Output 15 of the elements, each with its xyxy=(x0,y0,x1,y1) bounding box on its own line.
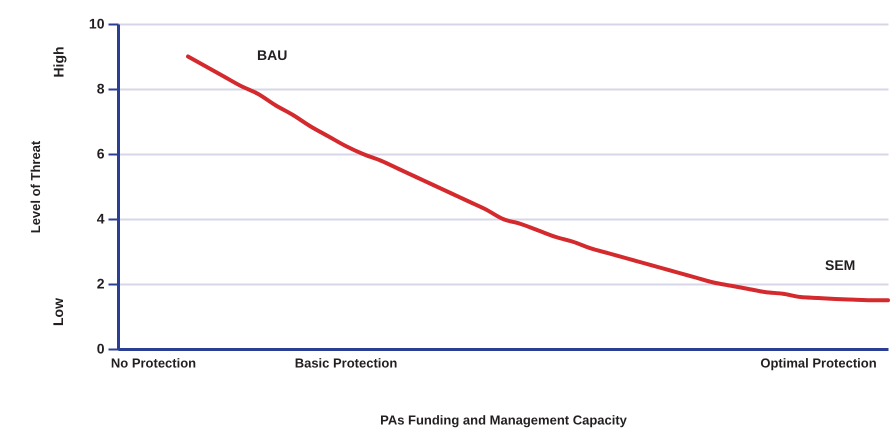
x-tick-label: No Protection xyxy=(110,356,196,370)
annotation: BAU xyxy=(257,47,288,63)
y-tick-label: 6 xyxy=(96,146,105,162)
text: Low xyxy=(50,298,66,326)
annotation: SEM xyxy=(825,257,856,273)
text: High xyxy=(50,46,66,78)
y-tick-label: 4 xyxy=(96,210,105,226)
y-tick-label: 8 xyxy=(96,80,105,96)
x-tick-label: Optimal Protection xyxy=(760,356,877,370)
x-axis-title: PAs Funding and Management Capacity xyxy=(380,412,628,428)
y-tick-label: 10 xyxy=(88,16,105,32)
y-axis-title: Level of Threat xyxy=(28,140,43,234)
y-tick-label: 2 xyxy=(96,276,105,292)
y-tick-label: 0 xyxy=(96,340,105,356)
x-tick-label: Basic Protection xyxy=(294,356,398,370)
